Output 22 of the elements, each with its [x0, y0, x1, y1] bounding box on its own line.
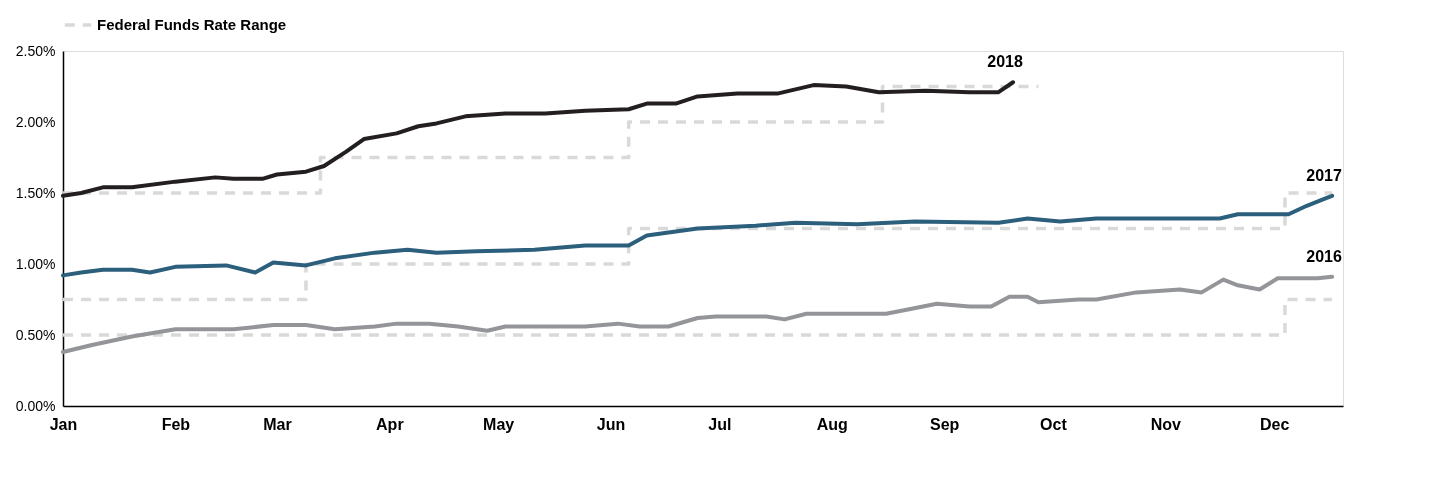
x-tick-label: Apr — [376, 415, 404, 433]
x-tick-label: Sep — [929, 415, 960, 433]
x-tick-label: Jun — [596, 415, 626, 433]
x-tick-label: Nov — [1150, 415, 1182, 433]
y-tick-label: 1.50% — [15, 184, 56, 201]
y-tick-label: 0.00% — [15, 397, 56, 414]
series-label: 2017 — [1306, 166, 1343, 184]
x-tick-label: Jan — [49, 415, 78, 433]
x-tick-label: Oct — [1040, 415, 1068, 433]
x-tick-label: Aug — [816, 415, 848, 433]
y-tick-label: 1.00% — [15, 255, 56, 272]
x-tick-label: Feb — [161, 415, 191, 433]
x-tick-label: Mar — [263, 415, 292, 433]
x-tick-label: Dec — [1259, 415, 1290, 433]
y-tick-label: 2.50% — [15, 42, 56, 59]
x-tick-label: May — [483, 415, 515, 433]
legend-label: Federal Funds Rate Range — [97, 16, 287, 33]
series-label: 2016 — [1306, 247, 1343, 265]
y-tick-label: 2.00% — [15, 113, 56, 130]
series-label: 2018 — [987, 53, 1023, 71]
y-tick-label: 0.50% — [15, 326, 56, 343]
x-tick-label: Jul — [708, 415, 732, 433]
